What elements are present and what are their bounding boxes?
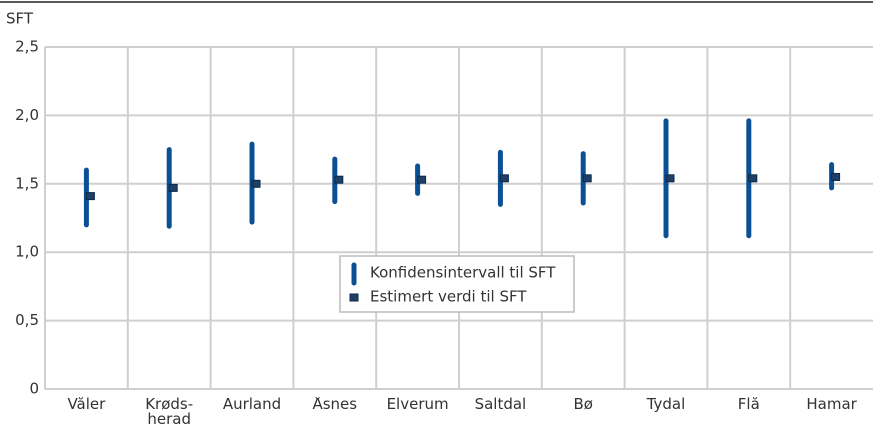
x-tick-label: Hamar	[806, 397, 857, 413]
x-label-box: Åsnes	[312, 397, 358, 413]
y-axis-label: SFT	[6, 10, 34, 28]
estimate-marker	[417, 175, 427, 184]
estimate-marker	[499, 174, 509, 183]
estimate-marker	[582, 174, 592, 183]
x-tick-label: Aurland	[222, 397, 282, 413]
x-label-box: Tydal	[646, 397, 686, 413]
legend-label: Konfidensintervall til SFT	[370, 264, 556, 282]
y-tick-label: 0,5	[15, 311, 39, 329]
estimate-marker	[168, 183, 178, 192]
y-tick-label: 0	[29, 380, 39, 398]
x-tick-label: Tydal	[646, 397, 686, 413]
x-tick-label: Flå	[737, 397, 760, 413]
x-tick-label: Bø	[573, 397, 593, 413]
x-tick-label: Elverum	[386, 397, 449, 413]
x-tick-label: Krøds-herad	[145, 397, 194, 428]
x-label-box: Aurland	[222, 397, 282, 413]
x-label-box: Flå	[737, 397, 760, 413]
estimate-marker	[748, 174, 758, 183]
estimate-marker	[251, 179, 261, 188]
x-tick-label: Saltdal	[474, 397, 527, 413]
legend-label: Estimert verdi til SFT	[370, 288, 527, 306]
legend-estimate-icon	[349, 293, 359, 302]
estimate-marker	[334, 175, 344, 184]
y-tick-label: 1,5	[15, 174, 39, 192]
y-tick-label: 2,0	[15, 106, 39, 124]
x-tick-label: Våler	[67, 397, 106, 413]
y-tick-label: 1,0	[15, 243, 39, 261]
estimate-marker	[831, 172, 841, 181]
estimate-marker	[85, 192, 95, 201]
estimate-marker	[665, 174, 675, 183]
x-tick-label: Åsnes	[312, 397, 358, 413]
x-label-box: Elverum	[386, 397, 449, 413]
x-label-box: Våler	[67, 397, 106, 413]
x-label-box: Krøds-herad	[145, 397, 194, 428]
y-tick-label: 2,5	[15, 38, 39, 56]
legend-box	[339, 255, 575, 313]
x-label-box: Hamar	[806, 397, 857, 413]
x-label-box: Saltdal	[474, 397, 527, 413]
x-label-box: Bø	[573, 397, 593, 413]
